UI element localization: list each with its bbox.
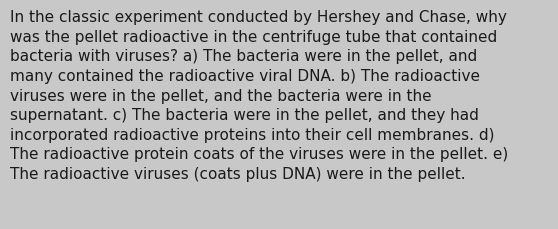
Text: In the classic experiment conducted by Hershey and Chase, why
was the pellet rad: In the classic experiment conducted by H… bbox=[10, 10, 508, 181]
